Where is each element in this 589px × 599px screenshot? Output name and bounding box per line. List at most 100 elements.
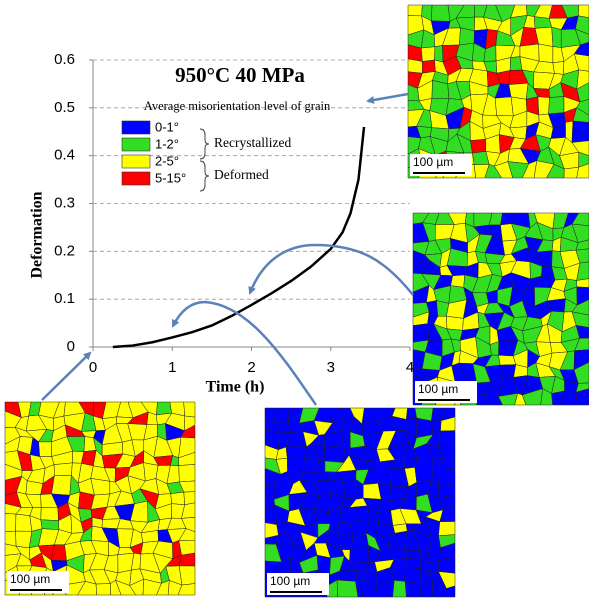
grain [421, 59, 436, 74]
legend-label: 1-2° [155, 136, 179, 151]
legend-label: 2-5° [155, 153, 179, 168]
grain [576, 286, 589, 306]
scale-bar-box [267, 573, 329, 595]
x-tick-label: 4 [406, 359, 414, 376]
grain [15, 513, 33, 532]
grain [404, 581, 422, 598]
grain [155, 401, 172, 416]
grain [573, 41, 589, 57]
grain [572, 107, 589, 123]
grain [376, 467, 393, 487]
brace [199, 128, 210, 160]
x-tick-label: 1 [168, 359, 176, 376]
grain [576, 261, 589, 281]
arrows [41, 92, 414, 406]
grain [575, 239, 589, 251]
x-tick-label: 2 [247, 359, 255, 376]
legend-swatch [121, 154, 151, 169]
grain [575, 248, 589, 264]
grain [552, 61, 565, 75]
grain [183, 491, 196, 506]
grain [51, 475, 72, 496]
y-tick-label: 0.3 [54, 194, 75, 211]
x-tick-label: 3 [327, 359, 335, 376]
grain [458, 27, 475, 46]
grain [571, 212, 589, 227]
arrow [248, 243, 414, 296]
grain [40, 519, 60, 530]
grain [4, 513, 17, 533]
grain [450, 274, 465, 288]
grain [264, 483, 275, 500]
grain [573, 361, 589, 384]
grain [578, 151, 589, 168]
grain [40, 507, 59, 521]
grain [414, 456, 434, 468]
legend-swatch [121, 137, 151, 152]
grain [324, 445, 345, 463]
grain [571, 120, 589, 143]
grain [571, 311, 589, 328]
grain [444, 585, 456, 598]
grain [101, 441, 124, 457]
grain [576, 163, 589, 179]
grain [336, 569, 358, 582]
grain [571, 140, 589, 156]
grain [571, 299, 589, 316]
y-tick-label: 0 [67, 338, 75, 355]
scale-bar-box [415, 381, 477, 403]
grain [178, 539, 196, 556]
legend-label: 5-15° [155, 170, 186, 185]
grain [170, 491, 185, 506]
line [112, 126, 366, 349]
grain [576, 278, 589, 288]
legend-label: 0-1° [155, 119, 179, 134]
scale-bar-box [410, 154, 472, 176]
ebsd-map: 100 µm [4, 401, 196, 596]
scale-bar-label: 100 µm [270, 574, 310, 588]
grain [576, 82, 589, 103]
y-tick-label: 0.1 [54, 290, 75, 307]
ebsd-map: 100 µm [264, 407, 456, 598]
legend-group-label: Recrystallized [214, 135, 291, 150]
grain [178, 565, 196, 586]
y-tick-label: 0.5 [54, 99, 75, 116]
grain [437, 430, 456, 448]
grain [392, 580, 407, 598]
grain [95, 583, 111, 596]
grain [407, 58, 423, 74]
grain [470, 139, 487, 154]
grain [38, 441, 52, 457]
grain [578, 4, 589, 18]
grain [575, 388, 589, 406]
grain [573, 349, 589, 371]
grain [285, 446, 307, 459]
arrow [171, 300, 318, 406]
arrow [366, 92, 409, 104]
y-tick-label: 0.4 [54, 147, 75, 164]
grain [90, 478, 111, 496]
arrow [41, 351, 92, 401]
grain [576, 69, 589, 90]
grain [574, 28, 589, 46]
grain [537, 96, 550, 116]
grain [177, 583, 196, 596]
grain [336, 579, 359, 598]
grain [140, 530, 159, 543]
grain [551, 26, 562, 48]
grain [575, 325, 589, 339]
grain [538, 43, 554, 63]
ebsd-map: 100 µm [412, 212, 589, 406]
chart-subtitle: Average misorientation level of grain [144, 99, 331, 113]
grain [571, 223, 589, 243]
chart-title: 950°C 40 MPa [175, 63, 305, 87]
grain [178, 464, 196, 483]
grain [548, 96, 565, 115]
y-tick-label: 0.6 [54, 51, 75, 68]
grain [339, 504, 350, 524]
x-axis-label: Time (h) [206, 379, 265, 396]
grain [421, 46, 436, 62]
legend-group-label: Deformed [214, 167, 269, 182]
grain [438, 521, 456, 537]
